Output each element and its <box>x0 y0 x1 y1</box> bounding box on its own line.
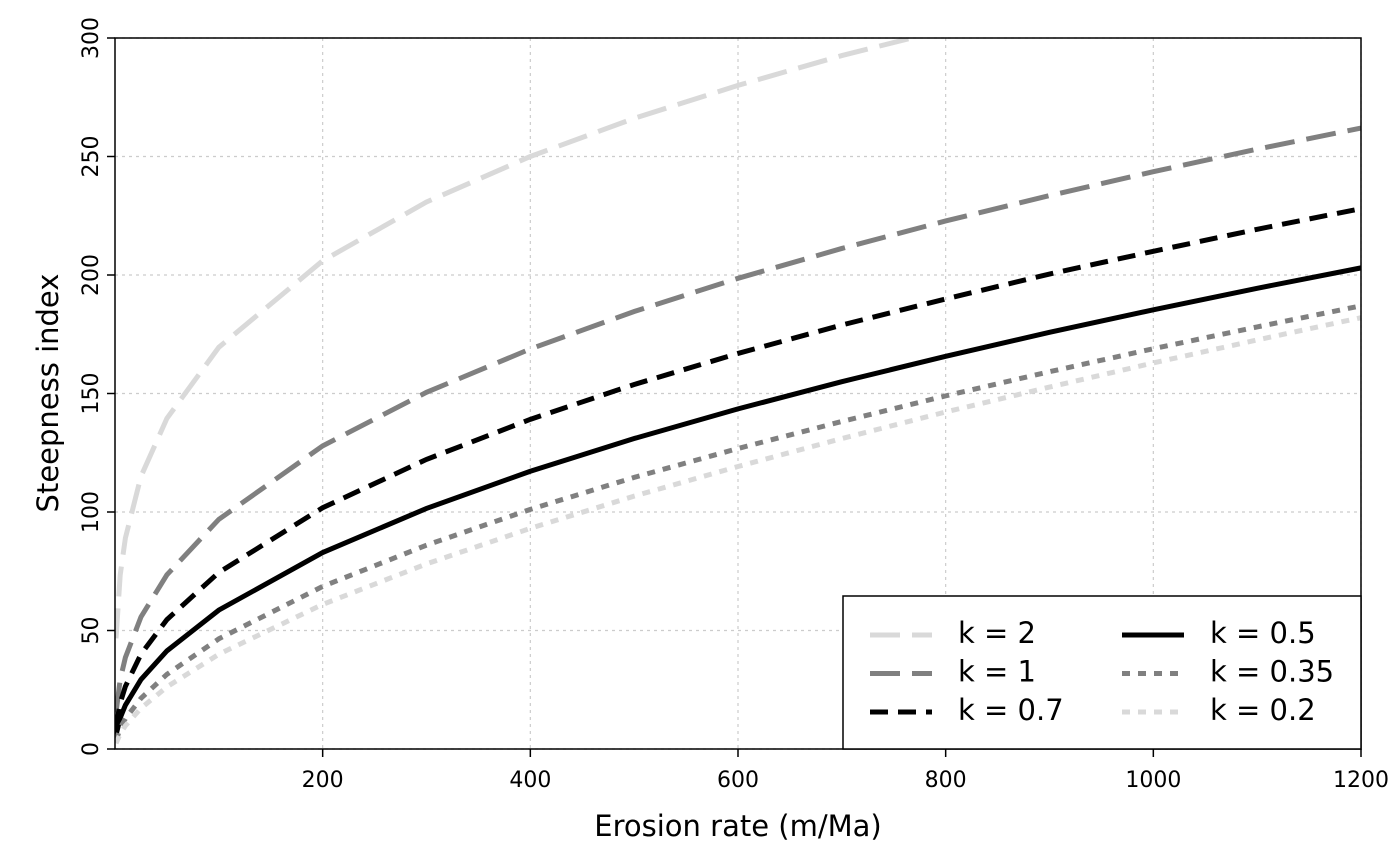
legend-label: k = 1 <box>958 655 1036 689</box>
x-tick-label: 200 <box>302 768 344 793</box>
y-tick-label: 250 <box>79 136 104 178</box>
series-line <box>115 206 1361 728</box>
x-tick-label: 600 <box>717 768 759 793</box>
y-tick-label: 0 <box>79 742 104 756</box>
y-tick-label: 150 <box>79 373 104 415</box>
x-tick-label: 1200 <box>1333 768 1389 793</box>
legend-label: k = 0.35 <box>1210 655 1334 689</box>
series-line <box>115 315 1361 745</box>
series-line <box>115 38 922 639</box>
series-line <box>115 303 1361 742</box>
y-tick-label: 100 <box>79 491 104 533</box>
series-line <box>115 125 1361 713</box>
x-tick-label: 400 <box>509 768 551 793</box>
series-line <box>115 265 1361 736</box>
legend-label: k = 0.7 <box>958 693 1064 727</box>
legend-label: k = 0.5 <box>1210 616 1316 650</box>
y-axis-title: Steepness index <box>31 274 65 513</box>
y-tick-label: 50 <box>79 617 104 645</box>
legend-label: k = 0.2 <box>1210 693 1316 727</box>
ticks: 200 400 600 800 1000 1200 0 50 100 150 200 250 300 <box>79 17 1389 793</box>
plot-lines <box>115 38 1361 745</box>
y-tick-label: 200 <box>79 254 104 296</box>
x-tick-label: 800 <box>925 768 967 793</box>
legend-label: k = 2 <box>958 616 1036 650</box>
legend: k = 2 k = 1 k = 0.7 k = 0.5 k = 0.35 k = 0.2 <box>842 595 1362 750</box>
x-tick-label: 1000 <box>1125 768 1181 793</box>
x-axis-title: Erosion rate (m/Ma) <box>594 809 881 843</box>
y-tick-label: 300 <box>79 17 104 59</box>
